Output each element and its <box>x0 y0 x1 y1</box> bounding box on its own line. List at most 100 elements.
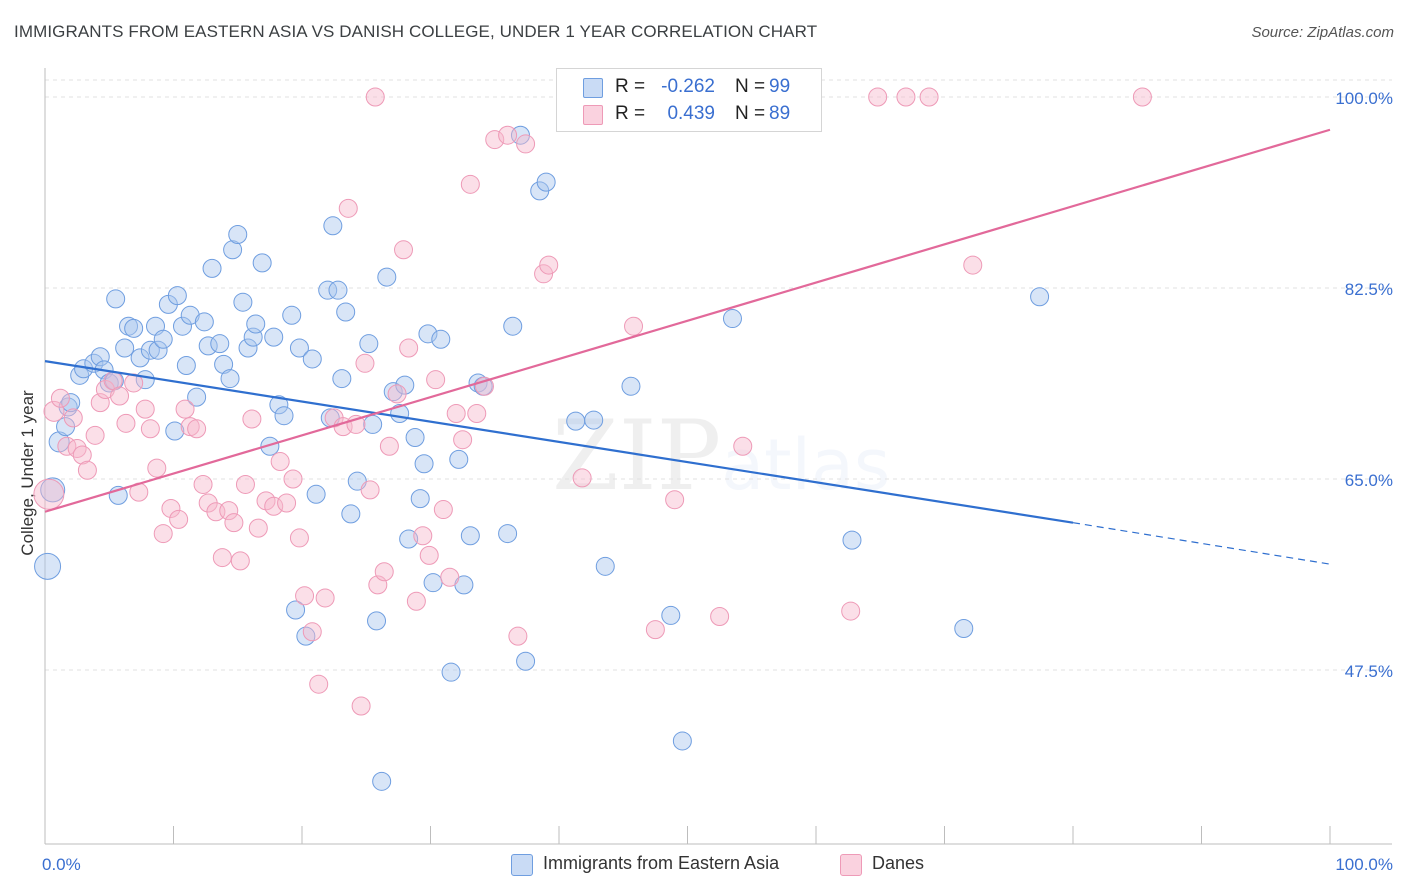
legend-n-value: 89 <box>769 103 791 124</box>
point-danes <box>235 474 255 494</box>
point-danes <box>1132 87 1152 107</box>
point-eastern-asia <box>238 338 258 358</box>
point-danes <box>110 386 130 406</box>
point-danes <box>351 696 371 716</box>
point-danes <box>365 87 385 107</box>
x-tick-label-max: 100.0% <box>1335 855 1393 874</box>
point-danes <box>572 468 592 488</box>
legend-r-label: R = <box>615 76 646 97</box>
point-eastern-asia <box>153 329 173 349</box>
point-danes <box>289 528 309 548</box>
point-eastern-asia <box>210 334 230 354</box>
point-danes <box>516 134 536 154</box>
point-eastern-asia <box>414 454 434 474</box>
point-danes <box>277 493 297 513</box>
point-danes <box>77 460 97 480</box>
series-legend: Immigrants from Eastern Asia Danes <box>0 852 1406 878</box>
legend-swatch-danes <box>583 105 603 125</box>
point-eastern-asia <box>176 355 196 375</box>
point-eastern-asia <box>595 556 615 576</box>
point-eastern-asia <box>449 449 469 469</box>
point-eastern-asia <box>405 428 425 448</box>
point-eastern-asia <box>1030 287 1050 307</box>
point-eastern-asia <box>722 309 742 329</box>
point-eastern-asia <box>536 172 556 192</box>
point-danes <box>153 524 173 544</box>
point-danes <box>224 513 244 533</box>
point-eastern-asia <box>214 354 234 374</box>
point-danes <box>248 518 268 538</box>
trendline-danes <box>44 128 1331 513</box>
point-eastern-asia <box>498 524 518 544</box>
point-danes <box>43 400 65 422</box>
point-eastern-asia <box>584 410 604 430</box>
zipatlas-watermark: ZIPatlas <box>552 400 890 512</box>
point-eastern-asia <box>302 349 322 369</box>
point-eastern-asia <box>246 314 266 334</box>
point-eastern-asia <box>377 267 397 287</box>
point-danes <box>539 255 559 275</box>
point-danes <box>295 586 315 606</box>
point-danes <box>264 496 284 516</box>
y-tick-label: 65.0% <box>1345 471 1393 490</box>
point-eastern-asia <box>220 369 240 389</box>
point-danes <box>355 353 375 373</box>
point-eastern-asia <box>328 280 348 300</box>
point-eastern-asia <box>286 600 306 620</box>
point-danes <box>338 198 358 218</box>
point-danes <box>467 404 487 424</box>
point-eastern-asia <box>106 289 126 309</box>
point-eastern-asia <box>282 305 302 325</box>
point-danes <box>508 626 528 646</box>
point-eastern-asia <box>260 436 280 456</box>
point-danes <box>72 445 92 465</box>
point-danes <box>147 458 167 478</box>
point-eastern-asia <box>148 340 168 360</box>
point-eastern-asia <box>264 327 284 347</box>
point-danes <box>175 399 195 419</box>
point-eastern-asia <box>336 302 356 322</box>
point-eastern-asia <box>318 280 338 300</box>
point-danes <box>63 408 83 428</box>
point-eastern-asia <box>842 530 862 550</box>
point-danes <box>302 622 322 642</box>
point-eastern-asia <box>359 334 379 354</box>
point-danes <box>460 174 480 194</box>
series-label-danes: Danes <box>872 853 925 873</box>
point-danes <box>212 548 232 568</box>
legend-n-label: N = <box>735 76 766 97</box>
point-danes <box>116 413 136 433</box>
point-danes <box>193 474 213 494</box>
x-tick-label-min: 0.0% <box>42 855 81 874</box>
point-danes <box>219 501 239 521</box>
point-eastern-asia <box>180 305 200 325</box>
point-eastern-asia <box>289 338 309 358</box>
point-danes <box>399 338 419 358</box>
legend-n-value: 99 <box>769 76 791 97</box>
legend-swatch-eastern-asia <box>583 78 603 98</box>
point-danes <box>309 674 329 694</box>
point-eastern-asia <box>140 340 160 360</box>
point-danes <box>169 509 189 529</box>
point-eastern-asia <box>516 651 536 671</box>
point-danes <box>270 452 290 472</box>
point-eastern-asia <box>418 324 438 344</box>
point-eastern-asia <box>130 348 150 368</box>
series-label-eastern-asia: Immigrants from Eastern Asia <box>543 853 780 873</box>
point-eastern-asia <box>566 411 586 431</box>
point-danes <box>406 591 426 611</box>
legend-r-value: 0.439 <box>667 103 715 124</box>
point-eastern-asia <box>399 529 419 549</box>
point-danes <box>498 125 518 145</box>
point-eastern-asia <box>323 216 343 236</box>
point-danes <box>379 436 399 456</box>
point-danes <box>33 478 65 510</box>
point-eastern-asia <box>672 731 692 751</box>
chart-title: IMMIGRANTS FROM EASTERN ASIA VS DANISH C… <box>14 22 818 41</box>
point-eastern-asia <box>503 316 523 336</box>
point-danes <box>919 87 939 107</box>
point-eastern-asia <box>621 376 641 396</box>
point-eastern-asia <box>228 225 248 245</box>
point-danes <box>242 409 262 429</box>
